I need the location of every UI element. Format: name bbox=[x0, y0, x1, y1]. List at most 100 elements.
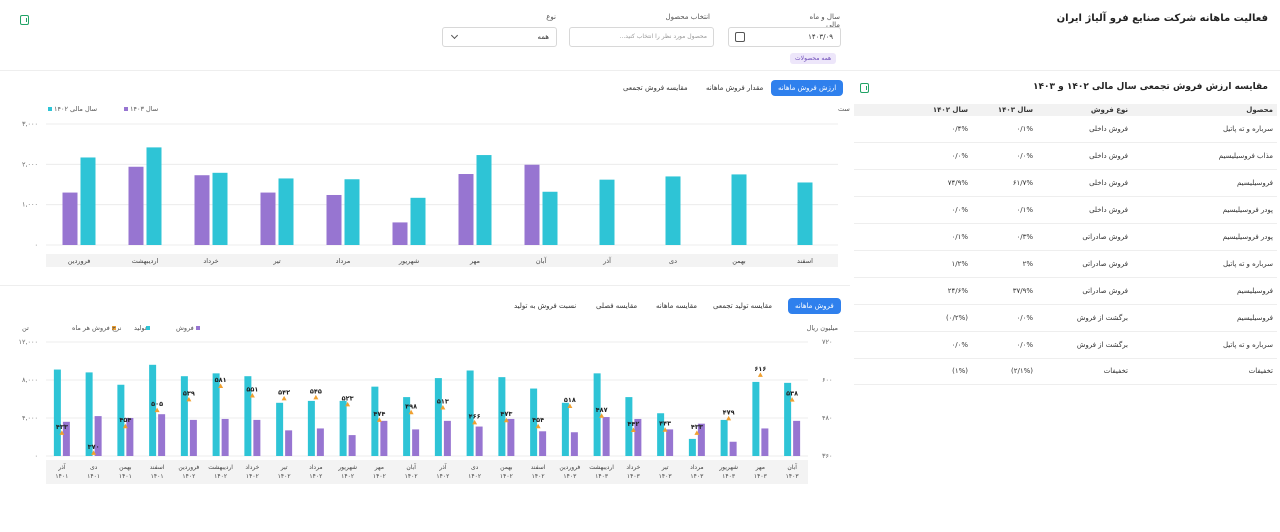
bar-1403 bbox=[524, 164, 540, 245]
legend-swatch-1403 bbox=[124, 107, 128, 111]
rate-point bbox=[726, 415, 732, 421]
bar-production bbox=[117, 384, 125, 456]
x-tick-label: خرداد bbox=[203, 257, 218, 265]
bar-production bbox=[434, 378, 442, 456]
tab-cumulative-sales[interactable]: مقایسه فروش تجمعی bbox=[623, 84, 688, 92]
tab-monthly-sales[interactable]: فروش ماهانه bbox=[788, 298, 841, 314]
x-tick-label: مهر bbox=[469, 257, 480, 265]
product-select[interactable]: محصول مورد نظر را انتخاب کنید... bbox=[569, 27, 714, 47]
x-tick-month: خرداد bbox=[245, 464, 259, 471]
legend-label-sales: فروش bbox=[176, 324, 194, 332]
table-cell: ۰/۰% bbox=[972, 142, 1037, 171]
bar-1403 bbox=[128, 166, 144, 245]
bar-production bbox=[657, 413, 665, 456]
table-cell: برگشت از فروش bbox=[1037, 304, 1132, 332]
bar-production bbox=[85, 372, 93, 456]
bar-sales bbox=[189, 419, 197, 456]
left-unit: تن bbox=[22, 324, 29, 332]
type-select[interactable]: همه bbox=[442, 27, 557, 47]
legend-swatch-rate bbox=[112, 326, 116, 330]
type-label: نوع bbox=[546, 13, 556, 21]
bar-sales bbox=[94, 416, 102, 456]
table-row: فروسیلیسیم فروش صادراتی ۳۷/۹% ۲۴/۶% bbox=[854, 277, 1277, 305]
x-tick-label: فروردین bbox=[68, 257, 91, 265]
rate-point-label: ۴۵۴ bbox=[119, 416, 131, 424]
x-tick-label: دی bbox=[669, 257, 677, 265]
rate-point-label: ۳۷۰ bbox=[88, 443, 100, 451]
rate-point-label: ۴۴۲ bbox=[627, 420, 639, 428]
x-tick-year: ۱۴۰۳ bbox=[786, 473, 800, 480]
tab-sales-to-production[interactable]: نسبت فروش به تولید bbox=[514, 302, 577, 310]
bar-sales bbox=[634, 418, 642, 456]
table-cell: مذاب فروسیلیسیم bbox=[1132, 142, 1277, 171]
y-right-tick-label: ۶۰۰ bbox=[822, 376, 832, 384]
rate-point bbox=[91, 450, 97, 455]
rate-point bbox=[281, 395, 287, 401]
calendar-icon bbox=[735, 32, 745, 42]
y-tick-label: ۳,۰۰۰ bbox=[22, 120, 38, 128]
rate-point bbox=[345, 401, 351, 407]
y-right-tick-label: ۴۸۰ bbox=[822, 414, 832, 422]
bar-1403 bbox=[392, 222, 408, 245]
tab-monthly-comparison[interactable]: مقایسه ماهانه bbox=[656, 302, 698, 310]
tab-seasonal-comparison[interactable]: مقایسه فصلی bbox=[596, 302, 638, 310]
bar-1402 bbox=[731, 174, 747, 245]
rate-point-label: ۵۸۱ bbox=[215, 376, 227, 384]
excel-icon[interactable] bbox=[20, 15, 29, 25]
x-tick-label: بهمن bbox=[732, 257, 746, 265]
rate-point-label: ۵۱۸ bbox=[564, 396, 576, 404]
rate-point bbox=[567, 403, 573, 408]
x-tick-month: مهر bbox=[755, 464, 765, 471]
rate-point-label: ۵۱۳ bbox=[437, 398, 449, 406]
rate-point-label: ۵۳۹ bbox=[183, 389, 195, 397]
year-month-input[interactable]: ۱۴۰۳/۰۹ bbox=[728, 27, 841, 47]
bar-sales bbox=[666, 429, 674, 456]
top-chart: ۰ ۱,۰۰۰ ۲,۰۰۰ ۳,۰۰۰ اسفند بهمن دی آذر آبان مهر شهر… bbox=[22, 105, 850, 267]
x-tick-year: ۱۴۰۲ bbox=[309, 473, 322, 480]
year-month-label: سال و ماه مالی bbox=[809, 13, 840, 29]
tab-cumulative-production[interactable]: مقایسه تولید تجمعی bbox=[713, 302, 773, 310]
tab-monthly-sales-value[interactable]: ارزش فروش ماهانه bbox=[771, 80, 844, 96]
rate-point-label: ۵۴۵ bbox=[310, 387, 322, 395]
table-header-row: محصول نوع فروش سال ۱۴۰۳ سال ۱۴۰۲ bbox=[854, 104, 1277, 116]
bar-1402 bbox=[542, 191, 558, 245]
x-tick-month: آذر bbox=[57, 462, 66, 471]
rate-point bbox=[154, 407, 160, 413]
table-cell: فروش صادراتی bbox=[1037, 277, 1132, 305]
rate-point bbox=[630, 427, 636, 433]
tab-monthly-sales-quantity[interactable]: مقدار فروش ماهانه bbox=[706, 84, 764, 92]
table-cell: فروسیلیسیم bbox=[1132, 304, 1277, 332]
table-cell: ۰/۰% bbox=[972, 304, 1037, 332]
page-title: فعالیت ماهانه شرکت صنایع فرو آلیاژ ایران bbox=[1056, 13, 1268, 24]
x-tick-year: ۱۴۰۲ bbox=[182, 473, 195, 480]
bottom-chart: ۵۳۸ ۶۱۶ ۴۷۹ ۴۳۳ ۴۴۳ ۴۴۲ ۴۸۷ ۵۱۸ ۴۵۴ ۴۷۳ ۴۶۶ ۵۱۳ ۴۹۸ ۴… bbox=[18, 324, 838, 484]
table-cell: ۰/۳% bbox=[972, 223, 1037, 251]
bar-sales bbox=[570, 432, 578, 456]
table-cell: فروش داخلی bbox=[1037, 116, 1132, 144]
all-products-chip[interactable]: همه محصولات bbox=[790, 53, 837, 64]
table-cell: ۰/۰% bbox=[854, 142, 972, 171]
col-product: محصول bbox=[1132, 104, 1277, 116]
bar-1402 bbox=[599, 179, 615, 245]
x-tick-year: ۱۴۰۲ bbox=[341, 473, 354, 480]
excel-icon[interactable] bbox=[860, 83, 869, 93]
x-tick-year: ۱۴۰۳ bbox=[627, 473, 641, 480]
rate-point-label: ۴۷۳ bbox=[500, 410, 512, 418]
legend-label-1402: سال مالی ۱۴۰۲ bbox=[54, 105, 97, 113]
bar-1403 bbox=[62, 192, 78, 245]
bar-1402 bbox=[410, 197, 426, 245]
table-cell: سرباره و ته پاتیل bbox=[1132, 250, 1277, 278]
x-tick-month: شهریور bbox=[718, 464, 738, 471]
bar-sales bbox=[62, 421, 70, 456]
bar-1402 bbox=[278, 178, 294, 245]
year-month-value: ۱۴۰۳/۰۹ bbox=[808, 33, 833, 41]
col-year-1403: سال ۱۴۰۳ bbox=[972, 104, 1037, 116]
bar-production bbox=[276, 402, 284, 456]
x-tick-year: ۱۴۰۳ bbox=[659, 473, 673, 480]
x-tick-month: فروردین bbox=[559, 464, 580, 471]
bar-sales bbox=[729, 441, 737, 456]
bar-1402 bbox=[212, 172, 228, 245]
x-tick-month: بهمن bbox=[119, 464, 132, 471]
x-tick-label: تیر bbox=[272, 257, 281, 265]
table-cell: (۲/۱%) bbox=[972, 358, 1037, 386]
